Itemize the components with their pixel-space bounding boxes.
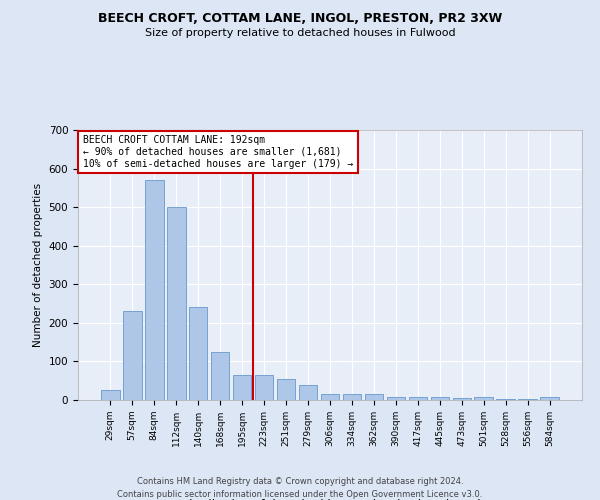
Y-axis label: Number of detached properties: Number of detached properties xyxy=(33,183,43,347)
Bar xyxy=(475,397,493,400)
Bar xyxy=(541,397,559,400)
Bar xyxy=(299,384,317,400)
Bar xyxy=(101,390,119,400)
Text: Contains public sector information licensed under the Open Government Licence v3: Contains public sector information licen… xyxy=(118,490,482,499)
Bar xyxy=(277,379,295,400)
X-axis label: Distribution of detached houses by size in Fulwood: Distribution of detached houses by size … xyxy=(179,499,481,500)
Bar xyxy=(431,397,449,400)
Bar xyxy=(496,399,515,400)
Text: Contains HM Land Registry data © Crown copyright and database right 2024.: Contains HM Land Registry data © Crown c… xyxy=(137,478,463,486)
Bar xyxy=(211,352,229,400)
Bar xyxy=(255,375,274,400)
Text: BEECH CROFT, COTTAM LANE, INGOL, PRESTON, PR2 3XW: BEECH CROFT, COTTAM LANE, INGOL, PRESTON… xyxy=(98,12,502,26)
Bar xyxy=(343,394,361,400)
Bar xyxy=(233,375,251,400)
Bar xyxy=(167,207,185,400)
Text: BEECH CROFT COTTAM LANE: 192sqm
← 90% of detached houses are smaller (1,681)
10%: BEECH CROFT COTTAM LANE: 192sqm ← 90% of… xyxy=(83,136,353,168)
Bar xyxy=(320,394,340,400)
Bar xyxy=(365,394,383,400)
Bar xyxy=(123,312,142,400)
Bar xyxy=(452,398,471,400)
Bar xyxy=(386,397,405,400)
Text: Size of property relative to detached houses in Fulwood: Size of property relative to detached ho… xyxy=(145,28,455,38)
Bar xyxy=(409,397,427,400)
Bar xyxy=(145,180,164,400)
Bar xyxy=(189,308,208,400)
Bar xyxy=(518,399,537,400)
